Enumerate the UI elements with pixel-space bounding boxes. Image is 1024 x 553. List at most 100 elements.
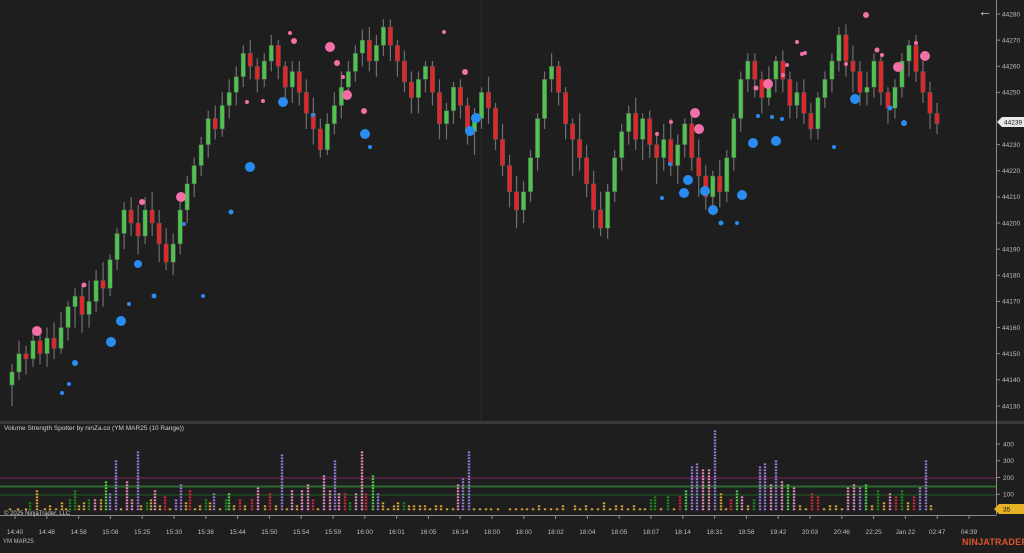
panel-splitter[interactable] (0, 421, 1024, 424)
volume-bar (924, 460, 928, 511)
blue-marker-dot (683, 175, 693, 185)
volume-bar (8, 508, 12, 511)
volume-bar (232, 505, 236, 511)
volume-bar (412, 505, 416, 511)
blue-marker-dot (127, 302, 131, 306)
volume-bar (906, 502, 910, 511)
pink-marker-dot (753, 85, 759, 91)
time-tick-label: 15:50 (261, 529, 278, 536)
volume-bar (343, 493, 347, 511)
volume-bar (608, 508, 612, 511)
volume-bar (638, 508, 642, 511)
volume-bar (354, 493, 358, 511)
volume-bar (816, 496, 820, 511)
blue-marker-dot (887, 105, 893, 111)
volume-bar (620, 505, 624, 511)
back-button[interactable]: ← (976, 3, 994, 19)
volume-bar (461, 478, 465, 511)
volume-bar (840, 508, 844, 511)
volume-bar (786, 484, 790, 511)
candle-down (79, 295, 85, 315)
volume-bar (719, 493, 723, 511)
time-tick-label: 18:14 (675, 529, 692, 536)
candle-down (878, 60, 884, 93)
blue-marker-dot (832, 145, 836, 149)
blue-marker-dot (360, 129, 370, 139)
blue-marker-dot (106, 337, 116, 347)
volume-bar (295, 505, 299, 511)
candle-down (23, 353, 29, 360)
pink-marker-dot (291, 38, 297, 44)
volume-bar (193, 508, 197, 511)
volume-bar (852, 484, 856, 511)
pink-marker-dot (763, 79, 773, 89)
time-axis[interactable]: 14:40 14:48 14:58 15:08 15:25 15:30 15:38 15:44… (7, 516, 978, 536)
time-tick-label: 18:04 (579, 529, 596, 536)
candle-up (233, 76, 239, 93)
candle-up (65, 306, 71, 328)
candle-up (640, 118, 646, 140)
candle-up (864, 86, 870, 93)
volume-bar (158, 505, 162, 511)
volume-bar (864, 484, 868, 511)
price-panel[interactable] (9, 0, 940, 421)
candle-down (577, 139, 583, 158)
volume-bar (525, 508, 529, 511)
candle-down (563, 92, 569, 124)
candle-down (128, 209, 134, 224)
volume-panel[interactable] (0, 430, 996, 511)
volume-bar (596, 508, 600, 511)
volume-bar (64, 508, 68, 511)
pink-marker-dot (655, 132, 659, 136)
price-tick-label: 44250 (1002, 90, 1020, 97)
volume-bar (43, 508, 47, 511)
candle-up (177, 209, 183, 245)
time-tick-label: 22:25 (865, 529, 882, 536)
candle-down (458, 86, 463, 106)
candle-down (401, 60, 407, 83)
volume-bar (184, 502, 188, 511)
volume-bar (381, 502, 385, 511)
candle-down (100, 280, 106, 289)
time-tick-label: 15:30 (166, 529, 183, 536)
volume-bar (472, 508, 476, 511)
volume-bar (918, 487, 922, 511)
blue-marker-dot (718, 220, 724, 226)
volume-bar (227, 493, 231, 511)
volume-bar (549, 508, 553, 511)
candle-up (107, 259, 113, 289)
candle-up (345, 71, 351, 88)
volume-bar (99, 499, 103, 511)
volume-bar (54, 508, 58, 511)
volume-bar (876, 490, 880, 511)
pink-marker-dot (442, 30, 446, 34)
blue-marker-dot (735, 221, 739, 225)
pink-marker-dot (781, 73, 785, 77)
volume-bar (348, 502, 352, 511)
candle-down (920, 71, 926, 93)
candle-down (584, 157, 590, 185)
blue-marker-dot (700, 186, 710, 196)
volume-bar (467, 451, 471, 511)
blue-marker-dot (850, 94, 860, 104)
candle-up (170, 243, 176, 263)
price-tick-label: 44220 (1002, 168, 1020, 175)
time-tick-label: 20:46 (834, 529, 851, 536)
price-axis[interactable]: 44280 44270 44260 44250 44230 44220 44210 44200… (997, 11, 1020, 410)
candlestick-series (9, 19, 940, 406)
volume-bar (602, 502, 606, 511)
pink-marker-dot (690, 108, 700, 118)
volume-bar (337, 493, 341, 511)
time-tick-label: 16:05 (420, 529, 437, 536)
volume-bar (496, 508, 500, 511)
volume-bar (285, 508, 289, 511)
candle-up (352, 52, 358, 72)
volume-bar (614, 505, 618, 511)
candle-up (661, 139, 667, 158)
candle-up (444, 110, 449, 124)
candle-up (745, 60, 751, 80)
pink-marker-dot (669, 120, 673, 124)
candle-up (380, 26, 386, 46)
svg-text:35: 35 (1003, 507, 1011, 514)
